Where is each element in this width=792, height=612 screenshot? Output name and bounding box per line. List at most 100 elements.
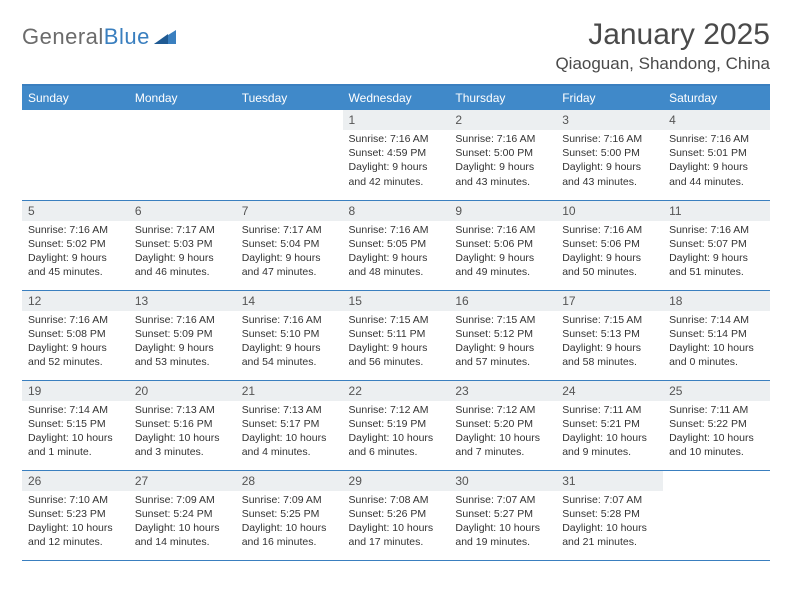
daylight-text: Daylight: 10 hours and 14 minutes. [135,521,232,549]
calendar-week-row: 1Sunrise: 7:16 AMSunset: 4:59 PMDaylight… [22,110,770,200]
calendar-day-cell: 31Sunrise: 7:07 AMSunset: 5:28 PMDayligh… [556,470,663,560]
calendar-day-cell: 6Sunrise: 7:17 AMSunset: 5:03 PMDaylight… [129,200,236,290]
calendar-day-cell: 8Sunrise: 7:16 AMSunset: 5:05 PMDaylight… [343,200,450,290]
calendar-day-cell: 25Sunrise: 7:11 AMSunset: 5:22 PMDayligh… [663,380,770,470]
day-number: 24 [556,381,663,401]
daylight-text: Daylight: 10 hours and 19 minutes. [455,521,552,549]
daylight-text: Daylight: 10 hours and 10 minutes. [669,431,766,459]
day-number: 3 [556,110,663,130]
day-number [129,110,236,130]
sunset-text: Sunset: 5:00 PM [562,146,659,160]
daylight-text: Daylight: 9 hours and 44 minutes. [669,160,766,188]
daylight-text: Daylight: 10 hours and 17 minutes. [349,521,446,549]
day-number: 22 [343,381,450,401]
day-number: 26 [22,471,129,491]
calendar-week-row: 12Sunrise: 7:16 AMSunset: 5:08 PMDayligh… [22,290,770,380]
day-number: 9 [449,201,556,221]
day-header: Thursday [449,85,556,110]
daylight-text: Daylight: 9 hours and 57 minutes. [455,341,552,369]
day-info: Sunrise: 7:13 AMSunset: 5:16 PMDaylight:… [129,401,236,464]
day-number: 30 [449,471,556,491]
sunset-text: Sunset: 5:19 PM [349,417,446,431]
day-info: Sunrise: 7:16 AMSunset: 5:08 PMDaylight:… [22,311,129,374]
calendar-day-cell: 29Sunrise: 7:08 AMSunset: 5:26 PMDayligh… [343,470,450,560]
day-info: Sunrise: 7:15 AMSunset: 5:11 PMDaylight:… [343,311,450,374]
sunrise-text: Sunrise: 7:12 AM [349,403,446,417]
sunrise-text: Sunrise: 7:08 AM [349,493,446,507]
sunrise-text: Sunrise: 7:13 AM [135,403,232,417]
calendar-day-cell: 18Sunrise: 7:14 AMSunset: 5:14 PMDayligh… [663,290,770,380]
daylight-text: Daylight: 9 hours and 54 minutes. [242,341,339,369]
sunset-text: Sunset: 5:00 PM [455,146,552,160]
day-info: Sunrise: 7:07 AMSunset: 5:27 PMDaylight:… [449,491,556,554]
sunset-text: Sunset: 5:13 PM [562,327,659,341]
calendar-week-row: 26Sunrise: 7:10 AMSunset: 5:23 PMDayligh… [22,470,770,560]
day-number: 10 [556,201,663,221]
sunrise-text: Sunrise: 7:16 AM [28,223,125,237]
daylight-text: Daylight: 10 hours and 1 minute. [28,431,125,459]
day-info: Sunrise: 7:07 AMSunset: 5:28 PMDaylight:… [556,491,663,554]
sunset-text: Sunset: 5:24 PM [135,507,232,521]
day-number: 14 [236,291,343,311]
daylight-text: Daylight: 9 hours and 45 minutes. [28,251,125,279]
calendar-day-cell: 21Sunrise: 7:13 AMSunset: 5:17 PMDayligh… [236,380,343,470]
sunset-text: Sunset: 5:02 PM [28,237,125,251]
sunrise-text: Sunrise: 7:16 AM [669,132,766,146]
day-number: 15 [343,291,450,311]
sunrise-text: Sunrise: 7:16 AM [135,313,232,327]
sunrise-text: Sunrise: 7:07 AM [562,493,659,507]
day-header: Wednesday [343,85,450,110]
day-info: Sunrise: 7:16 AMSunset: 5:00 PMDaylight:… [449,130,556,193]
sunrise-text: Sunrise: 7:16 AM [349,132,446,146]
calendar-day-cell: 19Sunrise: 7:14 AMSunset: 5:15 PMDayligh… [22,380,129,470]
daylight-text: Daylight: 9 hours and 46 minutes. [135,251,232,279]
daylight-text: Daylight: 9 hours and 56 minutes. [349,341,446,369]
day-number: 21 [236,381,343,401]
calendar-day-cell: 20Sunrise: 7:13 AMSunset: 5:16 PMDayligh… [129,380,236,470]
day-info: Sunrise: 7:12 AMSunset: 5:20 PMDaylight:… [449,401,556,464]
calendar-day-cell: 28Sunrise: 7:09 AMSunset: 5:25 PMDayligh… [236,470,343,560]
sunset-text: Sunset: 5:03 PM [135,237,232,251]
daylight-text: Daylight: 9 hours and 49 minutes. [455,251,552,279]
calendar-day-cell: 16Sunrise: 7:15 AMSunset: 5:12 PMDayligh… [449,290,556,380]
calendar-day-cell [129,110,236,200]
day-number: 19 [22,381,129,401]
sunset-text: Sunset: 5:10 PM [242,327,339,341]
day-number: 5 [22,201,129,221]
sunrise-text: Sunrise: 7:17 AM [135,223,232,237]
sunrise-text: Sunrise: 7:10 AM [28,493,125,507]
sunset-text: Sunset: 5:17 PM [242,417,339,431]
day-number: 27 [129,471,236,491]
day-info: Sunrise: 7:16 AMSunset: 5:05 PMDaylight:… [343,221,450,284]
day-info: Sunrise: 7:13 AMSunset: 5:17 PMDaylight:… [236,401,343,464]
sunset-text: Sunset: 5:25 PM [242,507,339,521]
sunset-text: Sunset: 5:09 PM [135,327,232,341]
day-number: 20 [129,381,236,401]
day-header-row: Sunday Monday Tuesday Wednesday Thursday… [22,85,770,110]
brand-part1: General [22,24,104,49]
location-subtitle: Qiaoguan, Shandong, China [555,54,770,74]
day-number: 17 [556,291,663,311]
day-number: 12 [22,291,129,311]
calendar-day-cell: 30Sunrise: 7:07 AMSunset: 5:27 PMDayligh… [449,470,556,560]
day-number: 31 [556,471,663,491]
sunset-text: Sunset: 5:06 PM [455,237,552,251]
day-info: Sunrise: 7:10 AMSunset: 5:23 PMDaylight:… [22,491,129,554]
day-info: Sunrise: 7:16 AMSunset: 5:10 PMDaylight:… [236,311,343,374]
day-number: 7 [236,201,343,221]
sunset-text: Sunset: 5:12 PM [455,327,552,341]
calendar-day-cell: 10Sunrise: 7:16 AMSunset: 5:06 PMDayligh… [556,200,663,290]
calendar-day-cell: 9Sunrise: 7:16 AMSunset: 5:06 PMDaylight… [449,200,556,290]
day-info: Sunrise: 7:16 AMSunset: 5:06 PMDaylight:… [556,221,663,284]
sunset-text: Sunset: 5:01 PM [669,146,766,160]
day-info: Sunrise: 7:09 AMSunset: 5:24 PMDaylight:… [129,491,236,554]
sunset-text: Sunset: 5:21 PM [562,417,659,431]
day-info: Sunrise: 7:15 AMSunset: 5:12 PMDaylight:… [449,311,556,374]
day-info: Sunrise: 7:16 AMSunset: 5:06 PMDaylight:… [449,221,556,284]
day-number: 11 [663,201,770,221]
calendar-day-cell: 13Sunrise: 7:16 AMSunset: 5:09 PMDayligh… [129,290,236,380]
sunrise-text: Sunrise: 7:12 AM [455,403,552,417]
page-header: GeneralBlue January 2025 Qiaoguan, Shand… [22,18,770,74]
calendar-table: Sunday Monday Tuesday Wednesday Thursday… [22,84,770,561]
day-info: Sunrise: 7:16 AMSunset: 5:00 PMDaylight:… [556,130,663,193]
